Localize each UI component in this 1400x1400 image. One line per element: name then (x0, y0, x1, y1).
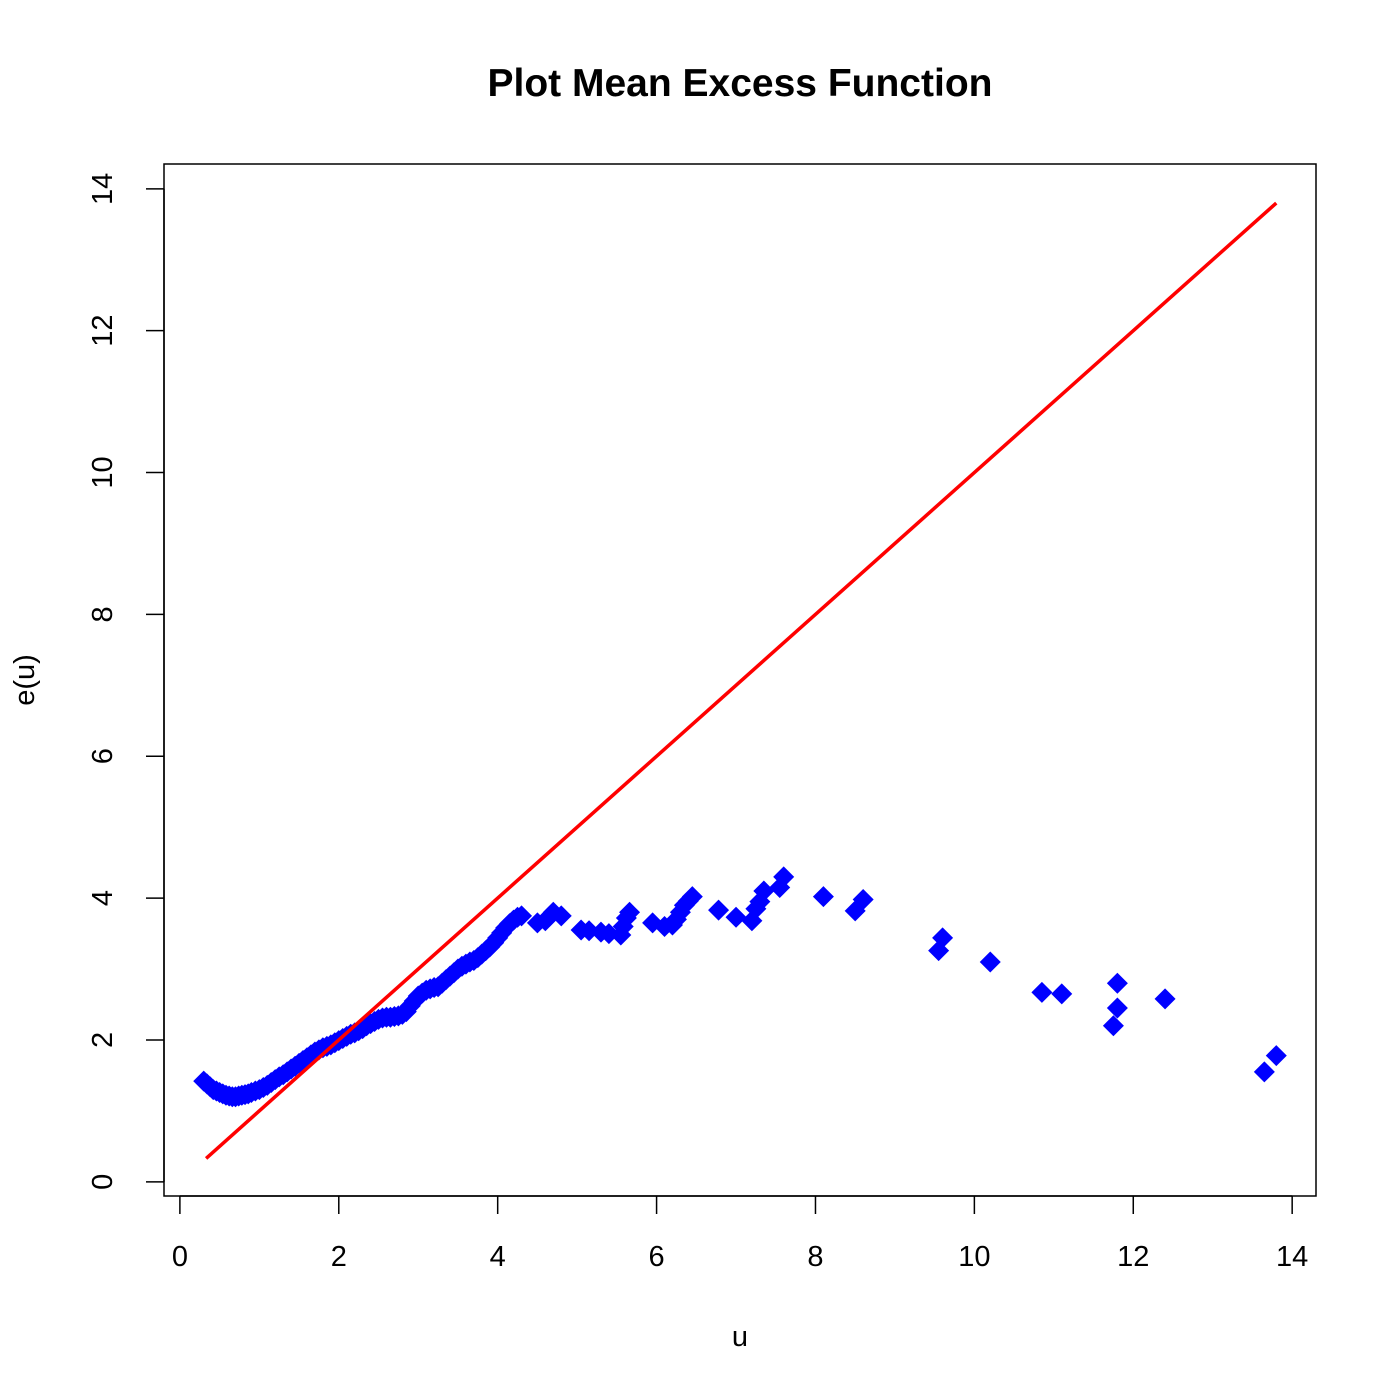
y-axis-label: e(u) (9, 654, 41, 706)
y-tick-label: 8 (87, 606, 119, 622)
data-point (550, 905, 572, 927)
data-point (773, 866, 795, 888)
data-point (812, 886, 834, 908)
y-tick-label: 14 (87, 173, 119, 205)
data-point (753, 880, 775, 902)
reference-line (204, 201, 1278, 1160)
data-point (1031, 981, 1053, 1003)
data-point (1051, 983, 1073, 1005)
y-tick-label: 10 (87, 456, 119, 488)
data-point (511, 905, 533, 927)
data-point (1253, 1061, 1275, 1083)
x-tick-label: 6 (649, 1241, 665, 1273)
data-point (979, 951, 1001, 973)
data-point (1265, 1045, 1287, 1067)
x-tick-label: 0 (172, 1241, 188, 1273)
data-point (852, 889, 874, 911)
x-axis: 0 2 4 6 8 10 12 14 (172, 1195, 1308, 1273)
y-tick-label: 6 (87, 748, 119, 764)
x-axis-label: u (732, 1321, 748, 1353)
data-point (1106, 972, 1128, 994)
data-point (1102, 1015, 1124, 1037)
data-point (1154, 988, 1176, 1010)
series-layer (193, 201, 1287, 1160)
x-tick-label: 12 (1117, 1241, 1149, 1273)
x-tick-label: 10 (958, 1241, 990, 1273)
data-point (708, 899, 730, 921)
data-point (619, 901, 641, 923)
x-tick-label: 14 (1276, 1241, 1308, 1273)
chart-title: Plot Mean Excess Function (488, 62, 993, 105)
y-tick-label: 4 (87, 890, 119, 906)
data-point (932, 927, 954, 949)
y-tick-label: 12 (87, 315, 119, 347)
y-axis: 0 2 4 6 8 10 12 14 (87, 173, 165, 1190)
x-tick-label: 2 (331, 1241, 347, 1273)
y-tick-label: 0 (87, 1174, 119, 1190)
x-tick-label: 8 (807, 1241, 823, 1273)
x-tick-label: 4 (490, 1241, 506, 1273)
data-point (725, 906, 747, 928)
y-tick-label: 2 (87, 1032, 119, 1048)
data-point (681, 886, 703, 908)
data-point (1106, 997, 1128, 1019)
